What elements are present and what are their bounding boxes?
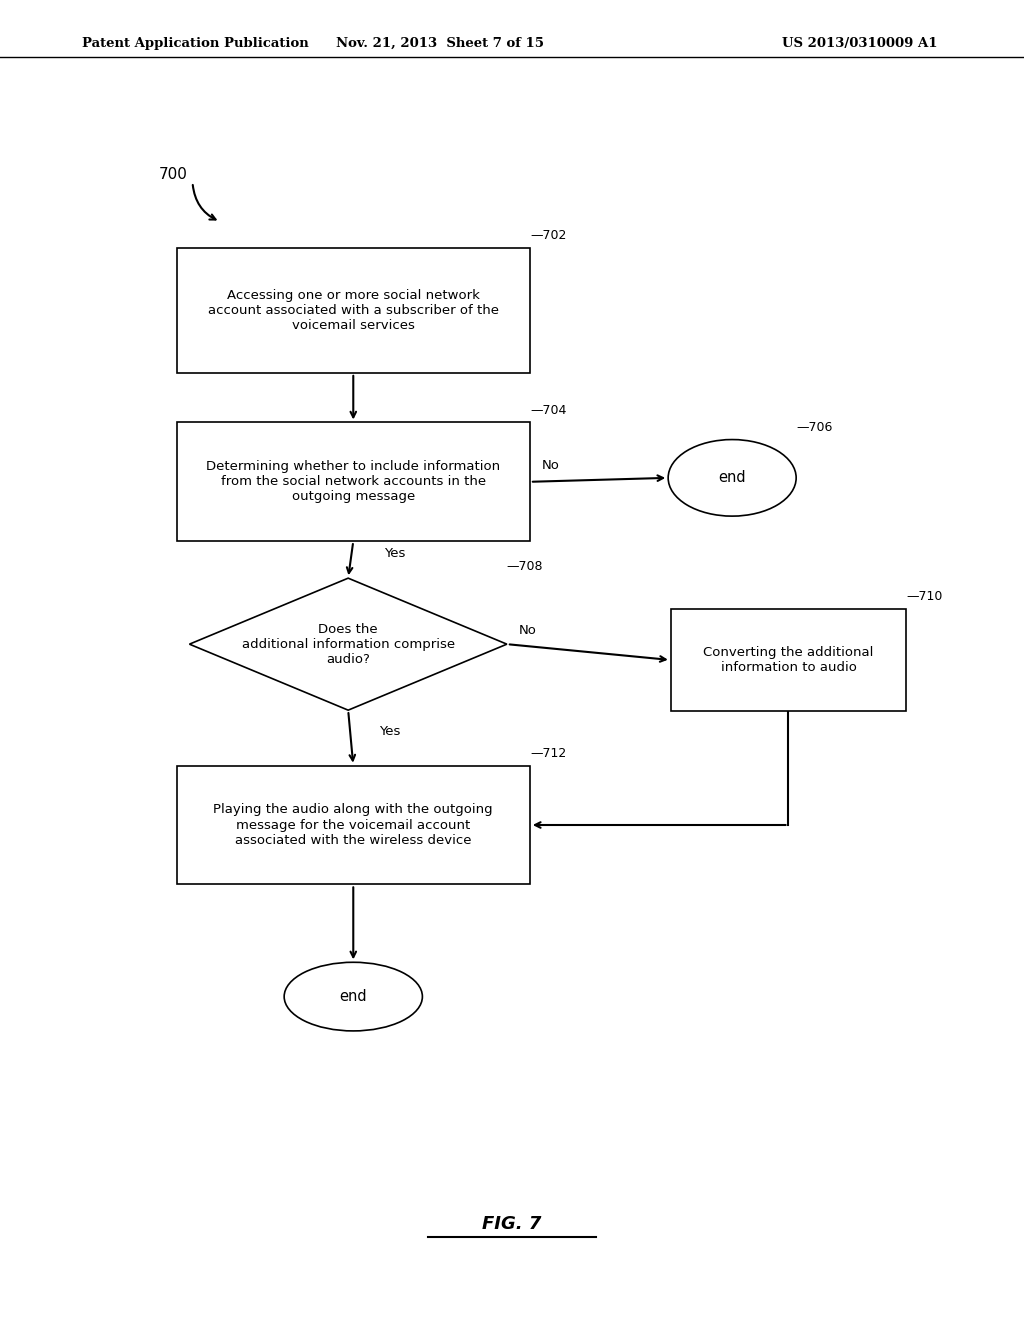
Text: FIG. 7: FIG. 7 [482,1214,542,1233]
Text: US 2013/0310009 A1: US 2013/0310009 A1 [782,37,938,50]
FancyBboxPatch shape [176,766,530,884]
Text: 700: 700 [159,166,187,182]
Text: No: No [519,624,537,638]
Text: Converting the additional
information to audio: Converting the additional information to… [703,645,873,675]
Text: Playing the audio along with the outgoing
message for the voicemail account
asso: Playing the audio along with the outgoin… [213,804,494,846]
Text: Nov. 21, 2013  Sheet 7 of 15: Nov. 21, 2013 Sheet 7 of 15 [336,37,545,50]
Text: —706: —706 [797,421,833,434]
Text: Does the
additional information comprise
audio?: Does the additional information comprise… [242,623,455,665]
Text: Patent Application Publication: Patent Application Publication [82,37,308,50]
Text: end: end [340,989,367,1005]
Ellipse shape [284,962,423,1031]
FancyBboxPatch shape [671,609,906,711]
Text: No: No [543,459,560,473]
Text: —702: —702 [530,230,566,243]
Text: Yes: Yes [384,546,406,560]
Text: Yes: Yes [379,725,400,738]
Text: —712: —712 [530,747,566,760]
Text: —710: —710 [906,590,943,603]
Text: Determining whether to include information
from the social network accounts in t: Determining whether to include informati… [206,461,501,503]
Polygon shape [189,578,507,710]
FancyBboxPatch shape [176,422,530,541]
Text: end: end [719,470,745,486]
Ellipse shape [668,440,797,516]
Text: —704: —704 [530,404,566,417]
Text: Accessing one or more social network
account associated with a subscriber of the: Accessing one or more social network acc… [208,289,499,331]
FancyBboxPatch shape [176,248,530,372]
Text: —708: —708 [507,560,544,573]
